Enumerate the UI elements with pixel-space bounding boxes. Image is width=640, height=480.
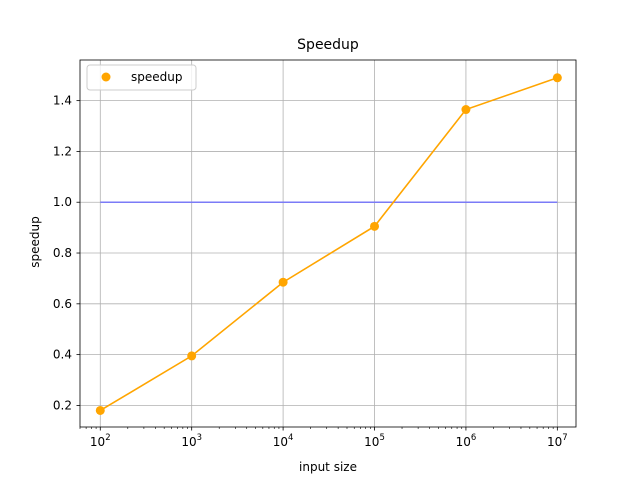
x-tick-label: 105 xyxy=(364,433,385,449)
x-tick-label: 103 xyxy=(181,433,202,449)
y-axis-ticks: 0.2 0.4 0.6 0.8 1.0 1.2 1.4 xyxy=(53,94,80,412)
y-tick-label: 1.4 xyxy=(53,94,72,108)
y-axis-label: speedup xyxy=(28,216,42,267)
data-point xyxy=(278,277,288,287)
x-axis-label: input size xyxy=(299,460,357,474)
data-point xyxy=(552,73,562,83)
legend-label: speedup xyxy=(131,70,182,84)
legend: speedup xyxy=(86,64,197,91)
y-tick-label: 0.6 xyxy=(53,297,72,311)
data-point xyxy=(461,105,471,115)
data-point xyxy=(370,221,380,231)
chart-title: Speedup xyxy=(297,37,359,53)
series-line xyxy=(99,77,558,412)
plot-frame xyxy=(79,59,577,428)
x-tick-label: 102 xyxy=(90,433,111,449)
y-tick-label: 0.2 xyxy=(53,398,72,412)
legend-marker xyxy=(101,72,111,82)
legend-box xyxy=(86,64,197,91)
y-tick-label: 1.2 xyxy=(53,144,72,158)
y-tick-label: 1.0 xyxy=(53,195,72,209)
series-layer xyxy=(95,73,562,415)
x-tick-label: 106 xyxy=(456,433,477,449)
data-point xyxy=(95,405,105,415)
x-axis-ticks: 102 103 104 105 106 107 xyxy=(79,427,568,449)
y-tick-label: 0.4 xyxy=(53,348,72,362)
x-tick-label: 107 xyxy=(547,433,568,449)
x-tick-label: 104 xyxy=(273,433,294,449)
y-tick-label: 0.8 xyxy=(53,246,72,260)
data-point xyxy=(187,351,197,361)
